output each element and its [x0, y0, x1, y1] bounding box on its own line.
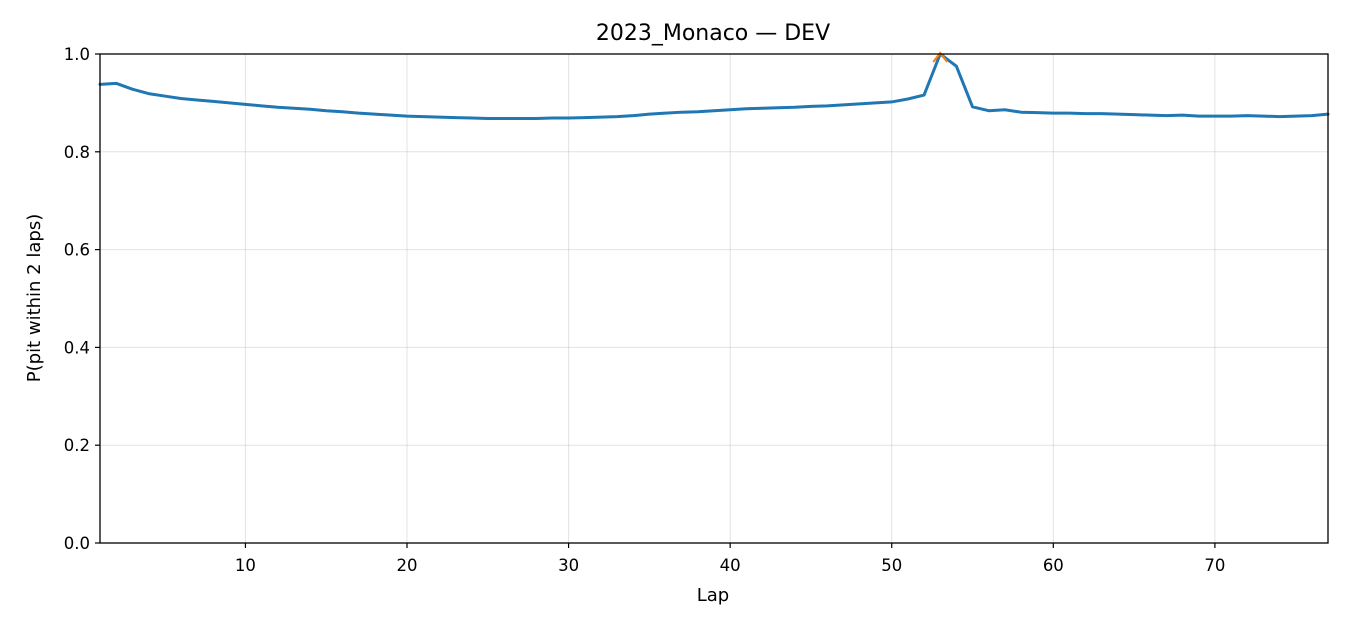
x-tick-label: 70	[1204, 556, 1225, 575]
y-tick-label: 0.6	[64, 241, 90, 260]
x-tick-label: 60	[1043, 556, 1064, 575]
grid	[100, 53, 1328, 544]
series-line	[98, 52, 1330, 121]
y-tick-label: 0.4	[64, 338, 90, 357]
axes-frame	[99, 53, 1329, 544]
y-axis-label: P(pit within 2 laps)	[24, 214, 45, 382]
x-tick-label: 50	[881, 556, 902, 575]
x-tick-label: 20	[397, 556, 418, 575]
y-axis: 0.0 0.2 0.4 0.6 0.8 1.0	[64, 45, 100, 553]
y-tick-label: 0.8	[64, 143, 90, 162]
x-tick-label: 40	[720, 556, 741, 575]
chart-title: 2023_Monaco — DEV	[596, 21, 830, 46]
y-tick-label: 1.0	[64, 45, 90, 64]
x-tick-label: 10	[235, 556, 256, 575]
pit-marker-icon	[932, 51, 949, 63]
y-tick-label: 0.2	[64, 436, 90, 455]
y-tick-label: 0.0	[64, 534, 90, 553]
x-tick-label: 30	[558, 556, 579, 575]
plot-area	[98, 51, 1330, 121]
x-axis: 10 20 30 40 50 60 70	[235, 543, 1225, 575]
x-axis-label: Lap	[697, 585, 729, 606]
